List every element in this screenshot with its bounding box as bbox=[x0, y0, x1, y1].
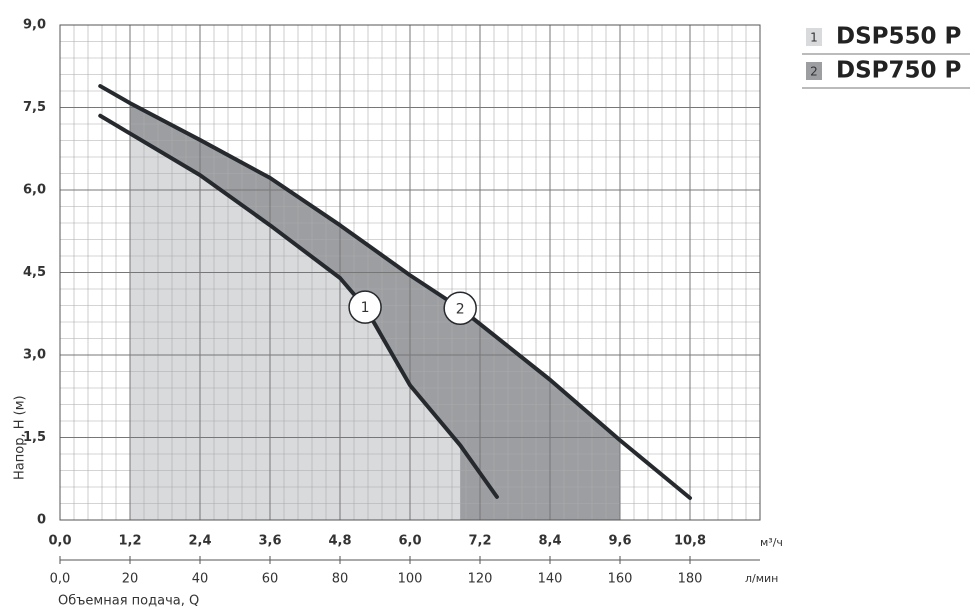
x-tick-label: 6,0 bbox=[398, 534, 421, 549]
grid bbox=[59, 24, 761, 521]
x2-tick-label: 80 bbox=[332, 572, 349, 587]
x-tick-label: 9,6 bbox=[608, 534, 631, 549]
y-tick-label: 6,0 bbox=[23, 183, 46, 198]
legend-swatch bbox=[806, 62, 822, 80]
range-area bbox=[130, 133, 461, 520]
x2-tick-label: 20 bbox=[122, 572, 139, 587]
x2-tick-label: 140 bbox=[538, 572, 563, 587]
x2-tick-label: 60 bbox=[262, 572, 279, 587]
plot-frame bbox=[59, 24, 761, 521]
x-tick-label: 1,2 bbox=[118, 534, 141, 549]
legend-number: 1 bbox=[810, 31, 818, 45]
y-tick-label: 3,0 bbox=[23, 348, 46, 363]
legend-label: DSP750 P bbox=[836, 58, 961, 84]
x2-tick-label: 180 bbox=[678, 572, 703, 587]
x2-tick-label: 40 bbox=[192, 572, 209, 587]
curve-label-circle bbox=[443, 291, 477, 325]
curve-label: 1 bbox=[361, 300, 370, 316]
y-tick-label: 9,0 bbox=[23, 18, 46, 33]
curve-label-circle bbox=[348, 290, 382, 324]
y-tick-label: 0 bbox=[37, 513, 46, 528]
legend-label: DSP550 P bbox=[836, 24, 961, 50]
curve-label: 2 bbox=[456, 301, 465, 317]
x-tick-label: 0,0 bbox=[48, 534, 71, 549]
legend-number: 2 bbox=[810, 65, 818, 79]
y-axis-label: Напор, H (м) bbox=[13, 395, 28, 480]
x2-tick-label: 160 bbox=[608, 572, 633, 587]
x-tick-label: 3,6 bbox=[258, 534, 281, 549]
legend-swatch bbox=[806, 28, 822, 46]
curve bbox=[98, 113, 499, 499]
x2-tick-label: 0,0 bbox=[50, 572, 71, 587]
x-unit: м³/ч bbox=[760, 536, 783, 549]
curve bbox=[98, 84, 692, 500]
x-tick-label: 8,4 bbox=[538, 534, 561, 549]
y-tick-label: 7,5 bbox=[23, 100, 46, 115]
x-tick-label: 10,8 bbox=[674, 534, 706, 549]
y-tick-label: 4,5 bbox=[23, 265, 46, 280]
x-tick-label: 2,4 bbox=[188, 534, 211, 549]
x-axis-label: Объемная подача, Q bbox=[58, 594, 199, 609]
x2-unit: л/мин bbox=[745, 572, 778, 585]
labels: 0,0 1,2 2,4 3,6 4,8 6,0 7,2 8,4 9,6 10,8 0 1,5 3,0 4,… bbox=[23, 18, 970, 587]
x2-tick-label: 100 bbox=[398, 572, 423, 587]
x-tick-label: 4,8 bbox=[328, 534, 351, 549]
x-tick-label: 7,2 bbox=[468, 534, 491, 549]
y-tick-label: 1,5 bbox=[23, 430, 46, 445]
x2-tick-label: 120 bbox=[468, 572, 493, 587]
